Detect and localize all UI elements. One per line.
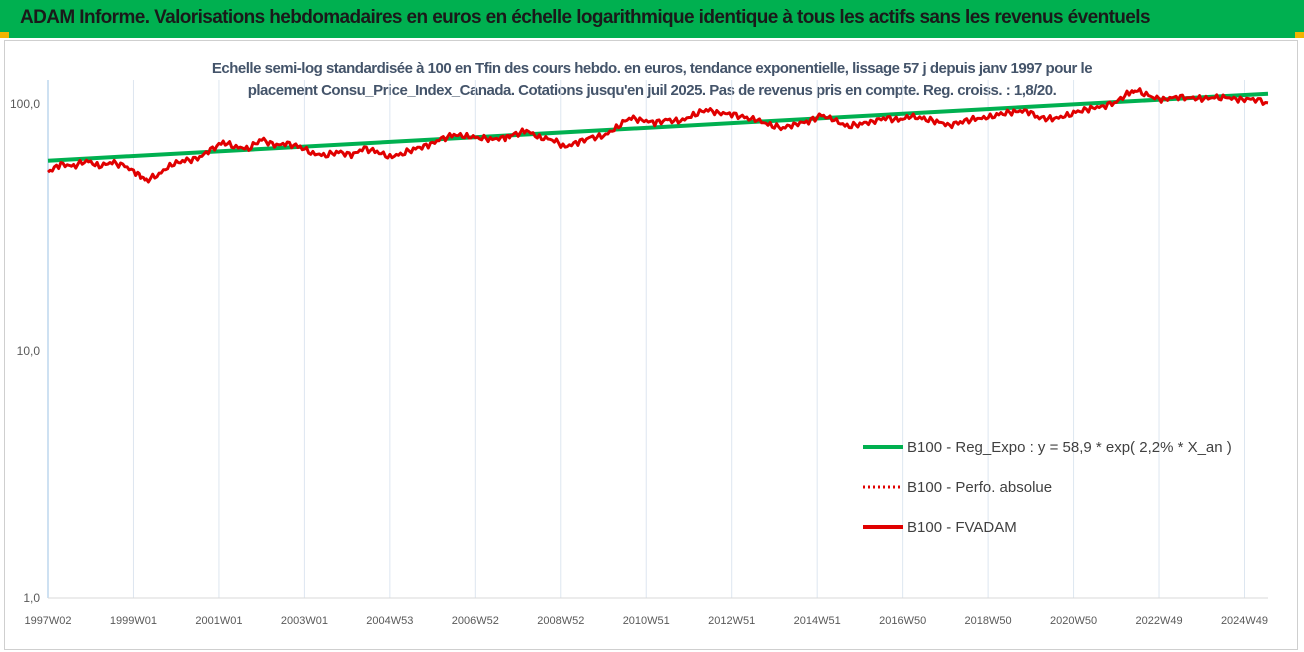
corner-marker-left [0,32,9,38]
chart-frame [4,40,1298,650]
legend-label: B100 - Perfo. absolue [907,479,1052,496]
legend-label: B100 - Reg_Expo : y = 58,9 * exp( 2,2% *… [907,439,1232,456]
x-tick-label: 2018W50 [965,615,1012,627]
series-group [47,87,1269,184]
x-tick-labels: 1997W02 1999W01 2001W01 2003W01 2004W53 2006W… [24,615,1268,627]
x-tick-label: 2004W53 [366,615,413,627]
corner-marker-right [1295,32,1304,38]
grid-lines [132,80,1245,598]
series-line-regression [47,91,1269,163]
x-tick-label: 2003W01 [281,615,328,627]
report-title: ADAM Informe. Valorisations hebdomadaire… [20,7,1151,28]
x-tick-label: 2022W49 [1135,615,1182,627]
x-tick-label: 2001W01 [195,615,242,627]
chart-title-line-1: Echelle semi-log standardisée à 100 en T… [211,60,1093,77]
series-line-fvadam [47,87,1269,184]
legend: B100 - Reg_Expo : y = 58,9 * exp( 2,2% *… [863,439,1232,536]
y-tick-label: 1,0 [23,591,40,605]
x-tick-label: 2014W51 [794,615,841,627]
y-tick-label: 10,0 [17,344,41,358]
y-tick-label: 100,0 [10,97,40,111]
x-tick-label: 2020W50 [1050,615,1097,627]
x-tick-label: 2006W52 [452,615,499,627]
x-tick-label: 2008W52 [537,615,584,627]
x-tick-label: 1999W01 [110,615,157,627]
x-tick-label: 2012W51 [708,615,755,627]
x-tick-label: 2010W51 [623,615,670,627]
chart-title-line-2: placement Consu_Price_Index_Canada. Cota… [247,82,1057,99]
header-bar: ADAM Informe. Valorisations hebdomadaire… [0,0,1304,38]
y-tick-labels: 1,0 10,0 100,0 [10,97,40,605]
x-tick-label: 1997W02 [24,615,71,627]
legend-label: B100 - FVADAM [907,519,1017,536]
x-tick-label: 2024W49 [1221,615,1268,627]
x-tick-label: 2016W50 [879,615,926,627]
